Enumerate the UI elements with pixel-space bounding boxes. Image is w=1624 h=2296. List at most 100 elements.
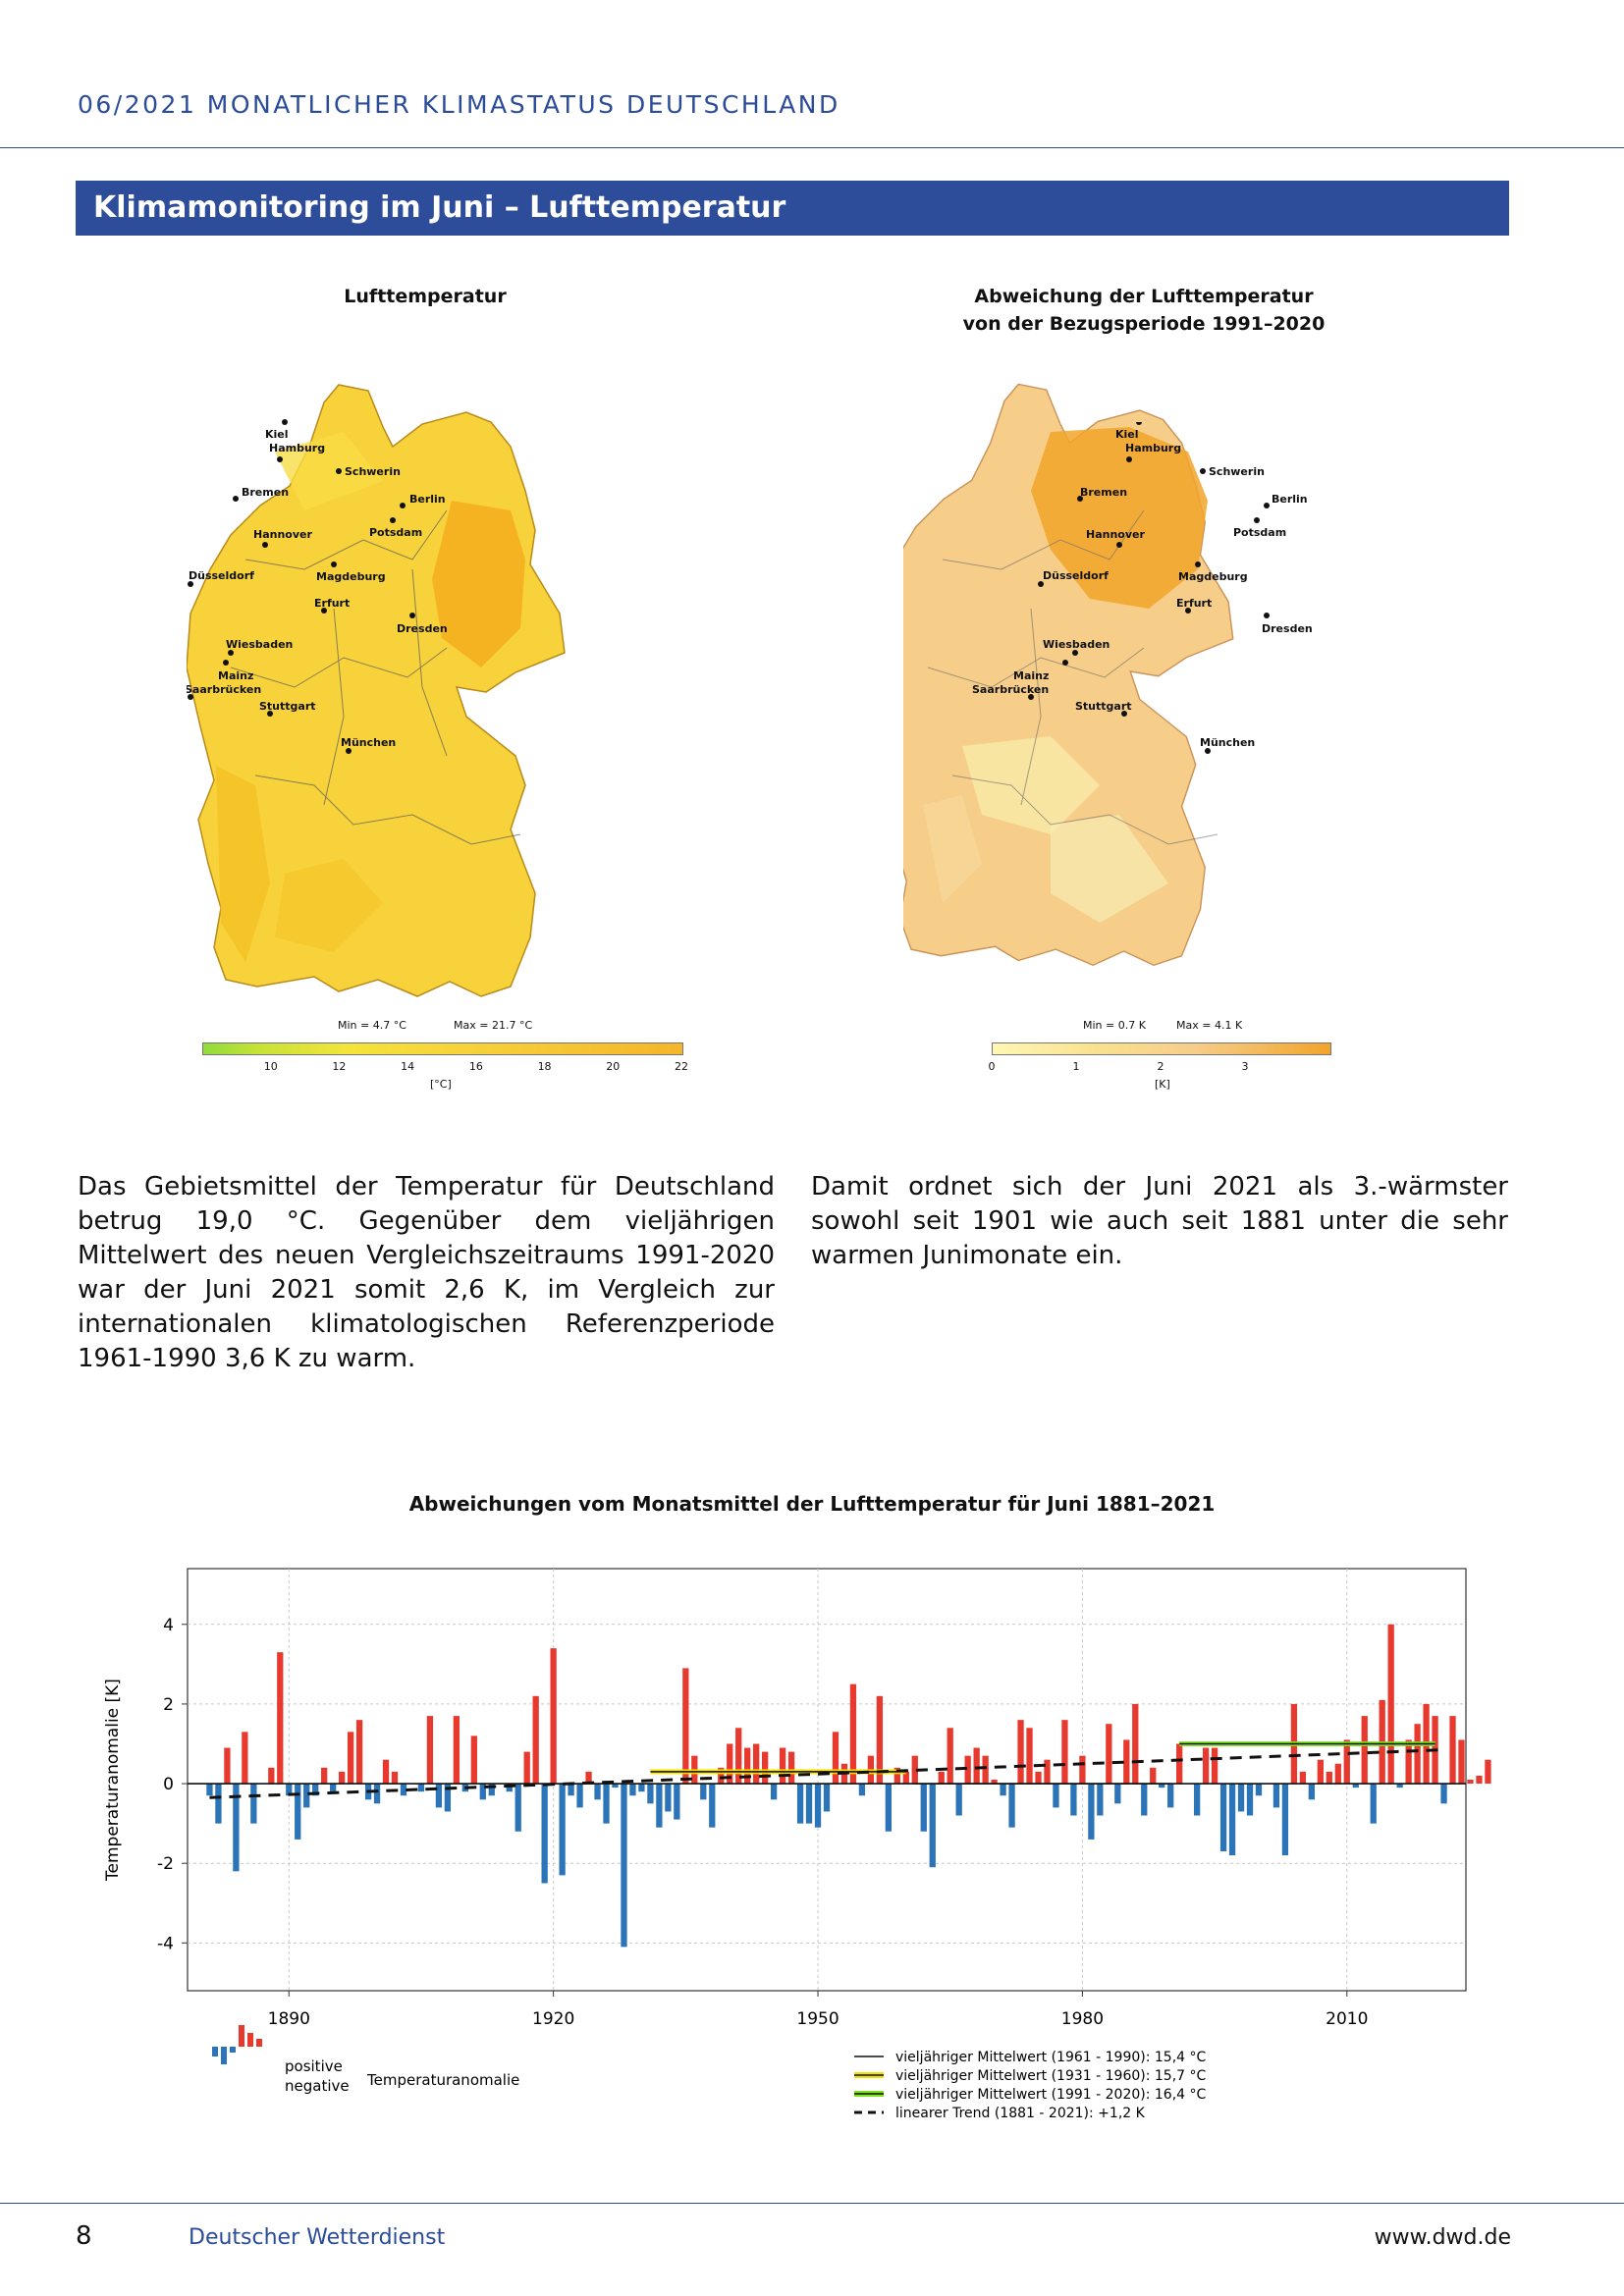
- bar-1988: [1150, 1767, 1157, 1785]
- svg-text:Düsseldorf: Düsseldorf: [1043, 569, 1109, 582]
- header-rule: [0, 147, 1624, 148]
- bar-1948: [796, 1784, 804, 1824]
- bar-1939: [718, 1767, 725, 1785]
- map-right-scale: [992, 1042, 1331, 1055]
- scale-tick-label: 22: [675, 1060, 688, 1073]
- bar-2012: [1361, 1716, 1368, 1785]
- bar-1980: [1079, 1755, 1086, 1785]
- svg-text:Dresden: Dresden: [397, 622, 448, 635]
- bar-1976: [1044, 1759, 1051, 1785]
- bar-1987: [1141, 1784, 1148, 1816]
- bar-2007: [1317, 1759, 1324, 1785]
- footer-url: www.dwd.de: [1374, 2225, 1511, 2250]
- bar-1977: [1053, 1784, 1059, 1808]
- bar-1997: [1228, 1784, 1236, 1856]
- svg-text:Saarbrücken: Saarbrücken: [187, 683, 261, 696]
- bar-2013: [1370, 1784, 1377, 1824]
- bar-1938: [709, 1784, 716, 1828]
- bar-1913: [488, 1784, 495, 1796]
- bar-1886: [250, 1784, 257, 1824]
- legend-anomaly: Temperaturanomalie: [366, 2071, 519, 2089]
- svg-text:Berlin: Berlin: [1272, 493, 1308, 506]
- svg-text:Magdeburg: Magdeburg: [1178, 570, 1248, 583]
- map-left-unit: [°C]: [430, 1078, 452, 1091]
- bar-2008: [1326, 1771, 1332, 1785]
- bar-1951: [823, 1784, 831, 1812]
- bar-2023: [1458, 1739, 1465, 1785]
- svg-text:Kiel: Kiel: [1115, 428, 1139, 441]
- bar-1905: [417, 1784, 425, 1792]
- bar-1928: [621, 1784, 627, 1948]
- bar-2026: [1485, 1759, 1491, 1785]
- bar-1945: [770, 1784, 778, 1800]
- bar-1986: [1132, 1703, 1139, 1785]
- plot-frame: [187, 1568, 1467, 1992]
- bar-1989: [1159, 1784, 1165, 1789]
- bar-1971: [1000, 1784, 1006, 1796]
- chart-axes: 1890 1920 1950 1980 2010 4 2 0 -2 -4: [157, 1616, 1368, 2029]
- bar-1898: [355, 1720, 363, 1785]
- bar-1949: [805, 1784, 813, 1824]
- svg-text:Wiesbaden: Wiesbaden: [226, 638, 293, 651]
- bar-1995: [1211, 1747, 1218, 1785]
- bar-2016: [1396, 1784, 1403, 1789]
- legend-swatch-bar: [230, 2047, 236, 2053]
- x-tick-label: 1980: [1061, 2009, 1104, 2029]
- bar-1961: [911, 1755, 918, 1785]
- bar-1916: [514, 1784, 521, 1832]
- bar-1932: [656, 1784, 663, 1828]
- bar-1892: [303, 1784, 310, 1808]
- bar-1974: [1026, 1728, 1033, 1785]
- bar-1959: [893, 1767, 900, 1785]
- bar-1947: [787, 1751, 795, 1785]
- bar-1881: [206, 1784, 213, 1796]
- bar-2022: [1449, 1716, 1456, 1785]
- legend-swatch-bar: [239, 2025, 244, 2047]
- bar-1994: [1202, 1747, 1210, 1785]
- y-tick-label: 2: [163, 1695, 174, 1715]
- bar-1970: [991, 1780, 998, 1785]
- svg-text:Berlin: Berlin: [409, 493, 446, 506]
- svg-text:Stuttgart: Stuttgart: [1075, 700, 1132, 713]
- bar-1978: [1061, 1720, 1068, 1785]
- bar-1930: [638, 1784, 645, 1792]
- x-tick-label: 1890: [268, 2009, 310, 2029]
- section-title: Klimamonitoring im Juni – Lufttemperatur: [93, 190, 786, 225]
- bar-1940: [727, 1743, 733, 1785]
- bar-1941: [735, 1728, 742, 1785]
- bar-2024: [1467, 1780, 1474, 1785]
- bar-1972: [1008, 1784, 1015, 1828]
- bar-1896: [338, 1771, 346, 1785]
- bar-1975: [1035, 1771, 1042, 1785]
- bar-1937: [700, 1784, 707, 1800]
- legend-negative: negative: [285, 2077, 350, 2095]
- scale-tick-label: 20: [606, 1060, 621, 1073]
- chart-ylabel: Temperaturanomalie [K]: [103, 1679, 123, 1882]
- bar-1942: [744, 1747, 751, 1785]
- bar-1884: [233, 1784, 240, 1872]
- scale-tick-label: 2: [1157, 1060, 1164, 1073]
- bar-1966: [955, 1784, 962, 1816]
- bar-1900: [373, 1784, 381, 1804]
- chart-lines: [188, 1740, 1466, 1799]
- svg-text:Hannover: Hannover: [253, 528, 312, 541]
- bar-1882: [215, 1784, 222, 1824]
- svg-text:Bremen: Bremen: [1080, 486, 1127, 499]
- bar-1915: [506, 1784, 513, 1792]
- anomaly-chart: 1890 1920 1950 1980 2010 4 2 0 -2 -4 Temperaturan…: [103, 1568, 1491, 2121]
- map-right-scale-ticks: 0 1 2 3: [989, 1060, 1329, 1076]
- scale-tick-label: 14: [401, 1060, 415, 1073]
- bar-1952: [832, 1732, 839, 1785]
- scale-tick-label: 1: [1072, 1060, 1080, 1073]
- bar-1912: [479, 1784, 486, 1800]
- bar-1982: [1097, 1784, 1104, 1816]
- y-tick-label: -4: [157, 1934, 174, 1953]
- x-tick-label: 1950: [796, 2009, 839, 2029]
- bar-2003: [1281, 1784, 1289, 1856]
- bar-1946: [779, 1747, 786, 1785]
- bar-1924: [585, 1771, 592, 1785]
- bar-1917: [523, 1751, 530, 1785]
- bar-1967: [964, 1755, 971, 1785]
- svg-text:Mainz: Mainz: [218, 669, 253, 682]
- page-header: 06/2021 MONATLICHER KLIMASTATUS DEUTSCHL…: [78, 90, 840, 119]
